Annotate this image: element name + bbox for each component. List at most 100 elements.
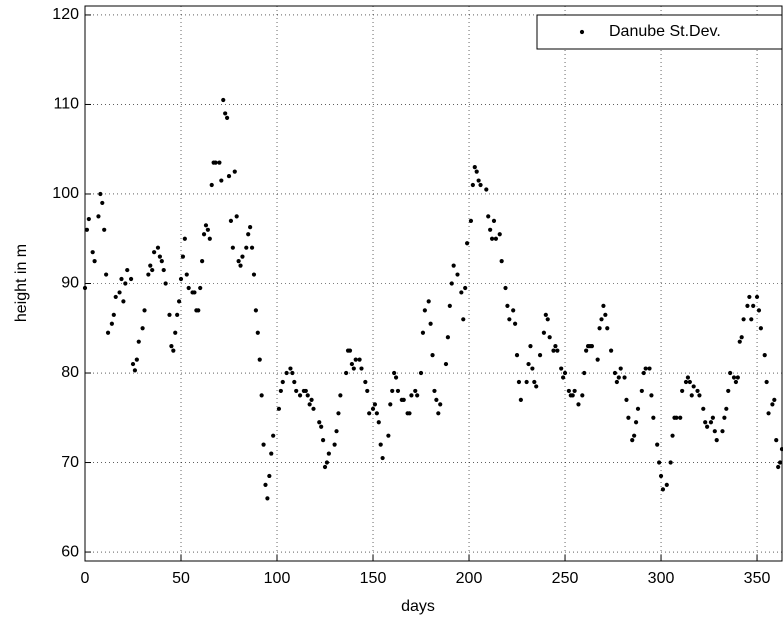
data-point [764, 379, 769, 385]
data-point [530, 366, 535, 371]
data-point [514, 353, 520, 358]
x-tick-label: 250 [552, 570, 579, 587]
data-point [224, 115, 230, 120]
data-point [232, 169, 237, 174]
data-point [207, 236, 212, 241]
data-point [491, 218, 497, 223]
data-point [140, 326, 145, 331]
x-axis-label: days [401, 598, 435, 615]
data-point [230, 245, 235, 250]
data-point [180, 254, 186, 259]
x-tick-label: 350 [744, 570, 771, 587]
data-point [751, 303, 756, 308]
data-point [599, 317, 604, 322]
data-point [737, 339, 742, 344]
data-point [770, 402, 775, 407]
legend-marker [579, 29, 585, 35]
data-point [745, 303, 750, 308]
data-point [119, 276, 124, 282]
data-point [674, 415, 679, 420]
data-point [537, 353, 543, 358]
data-point [655, 442, 660, 447]
data-point [511, 308, 516, 313]
data-point [203, 223, 209, 228]
data-point [176, 299, 182, 304]
data-point [392, 370, 397, 376]
axes-frame [84, 5, 783, 562]
data-point [105, 330, 111, 335]
data-point [756, 308, 762, 313]
data-point [463, 285, 468, 291]
legend-box [536, 14, 783, 50]
data-point [739, 335, 744, 340]
data-point [714, 438, 719, 443]
data-point [597, 326, 602, 331]
data-point [449, 281, 454, 286]
data-point [428, 321, 433, 326]
data-point [324, 460, 330, 465]
data-point [605, 326, 610, 331]
data-point [651, 415, 656, 420]
data-point [267, 473, 272, 479]
data-point [326, 451, 331, 456]
data-point [113, 294, 118, 300]
data-point [541, 330, 547, 335]
data-point [226, 173, 232, 179]
data-point [367, 411, 372, 416]
data-point [576, 402, 581, 407]
x-tick-label: 200 [456, 570, 483, 587]
data-point [284, 370, 289, 376]
data-point [307, 402, 312, 407]
data-point [167, 312, 172, 317]
data-point [344, 370, 349, 376]
y-tick-label: 80 [61, 364, 79, 381]
data-point [526, 361, 531, 367]
data-point [278, 388, 283, 394]
data-point [685, 375, 691, 380]
y-axis-label: height in m [13, 244, 30, 322]
data-point [614, 379, 619, 385]
data-point [263, 482, 268, 488]
data-point [134, 357, 139, 362]
data-point [148, 263, 153, 268]
data-point [128, 276, 134, 282]
data-point [705, 424, 710, 429]
data-point [209, 182, 214, 188]
data-point [589, 344, 595, 349]
data-point [276, 406, 282, 411]
data-point [146, 272, 151, 277]
data-point [438, 402, 443, 407]
data-point [728, 370, 733, 376]
data-point [184, 272, 189, 277]
data-point [570, 393, 575, 398]
data-point [96, 214, 101, 219]
data-point [334, 429, 339, 434]
data-point [309, 397, 314, 402]
data-point [516, 379, 522, 385]
data-point [157, 254, 162, 259]
data-point [305, 393, 310, 398]
data-point [246, 232, 251, 237]
data-point [561, 375, 566, 380]
data-point [772, 397, 777, 402]
y-tick-label: 110 [53, 96, 79, 113]
data-point [668, 460, 673, 465]
data-point [459, 290, 464, 295]
data-point [100, 200, 105, 206]
data-point [643, 366, 648, 371]
data-point [265, 496, 270, 501]
data-point [447, 303, 452, 308]
data-point [683, 379, 689, 385]
data-point [155, 245, 161, 250]
data-point [251, 272, 257, 277]
data-point [635, 406, 641, 411]
data-point [555, 348, 560, 353]
x-tick-label: 150 [360, 570, 387, 587]
data-point [474, 169, 479, 174]
data-point [130, 361, 136, 367]
data-point [102, 227, 107, 232]
data-point [357, 357, 362, 362]
data-point [616, 375, 621, 380]
data-point [534, 384, 539, 389]
data-point [171, 348, 176, 353]
